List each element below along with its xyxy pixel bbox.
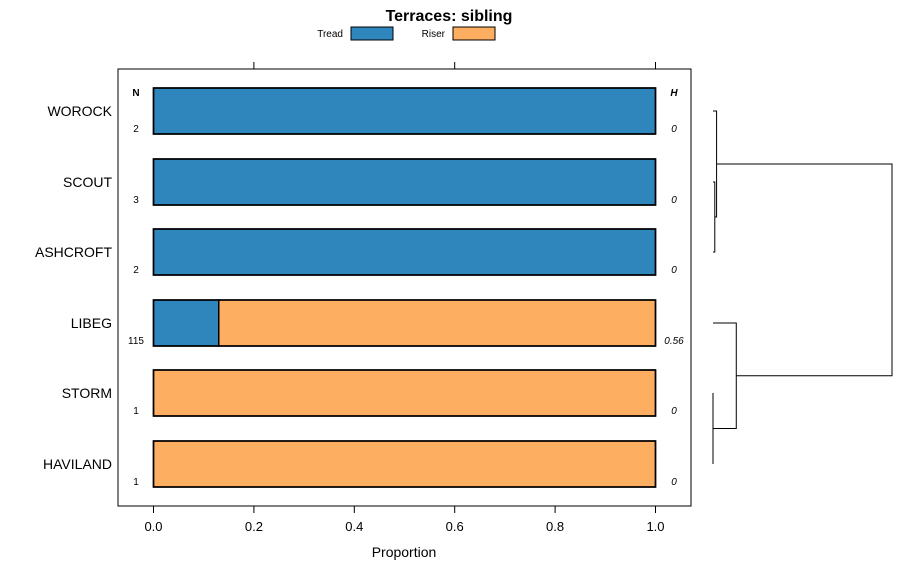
category-label-worock: WOROCK [47, 103, 112, 119]
dendrogram [712, 110, 893, 464]
bar-libeg-tread [152, 299, 220, 347]
dendrogram-link-3 [713, 322, 737, 429]
n-value-storm: 1 [133, 406, 139, 417]
plot-frame [117, 68, 692, 507]
category-label-libeg: LIBEG [71, 315, 112, 331]
x-tick-label-1: 0.2 [245, 519, 263, 534]
bar-haviland-riser [152, 440, 657, 488]
bar-outline-ashcroft [152, 228, 657, 276]
n-value-haviland: 1 [133, 477, 139, 488]
n-value-libeg: 115 [128, 336, 144, 347]
dendrogram-link-0 [713, 181, 716, 253]
bar-storm-riser [152, 369, 657, 417]
legend-swatch-tread [350, 26, 394, 41]
x-tick-label-4: 0.8 [546, 519, 564, 534]
bar-outline-scout [152, 158, 657, 206]
bar-worock-tread [152, 87, 657, 135]
legend-label-riser: Riser [422, 29, 446, 40]
h-value-ashcroft: 0 [671, 265, 677, 276]
labels-layer: WOROCK 2 0 SCOUT 3 0 ASHCROFT 2 0 LIBEG 115 0.56 STO… [35, 88, 684, 488]
dendrogram-link-4 [716, 163, 893, 377]
h-value-haviland: 0 [671, 477, 677, 488]
bar-outline-storm [152, 369, 657, 417]
category-label-haviland: HAVILAND [43, 456, 112, 472]
bar-outline-libeg [152, 299, 657, 347]
bar-scout-tread [152, 158, 657, 206]
h-header: H [670, 88, 678, 99]
n-header: N [132, 88, 139, 99]
legend-label-tread: Tread [317, 29, 343, 40]
chart-title: Terraces: sibling [386, 8, 513, 25]
x-tick-label-5: 1.0 [646, 519, 664, 534]
n-value-worock: 2 [133, 124, 139, 135]
x-axis-label: Proportion [372, 544, 437, 560]
h-value-storm: 0 [671, 406, 677, 417]
legend-swatch-riser [452, 26, 496, 41]
n-value-ashcroft: 2 [133, 265, 139, 276]
bar-outline-haviland [152, 440, 657, 488]
h-value-libeg: 0.56 [664, 336, 684, 347]
x-tick-label-2: 0.4 [345, 519, 363, 534]
axes-layer: 0.0 0.2 0.4 0.6 0.8 1.0 [144, 62, 665, 534]
category-label-scout: SCOUT [63, 174, 112, 190]
n-value-scout: 3 [133, 195, 139, 206]
bar-libeg-riser [218, 299, 657, 347]
x-tick-label-3: 0.6 [446, 519, 464, 534]
bar-outline-worock [152, 87, 657, 135]
bars-layer [152, 87, 657, 488]
category-label-storm: STORM [62, 385, 112, 401]
h-value-worock: 0 [671, 124, 677, 135]
category-label-ashcroft: ASHCROFT [35, 244, 112, 260]
legend: Tread Riser [317, 26, 496, 41]
h-value-scout: 0 [671, 195, 677, 206]
bar-ashcroft-tread [152, 228, 657, 276]
x-tick-label-0: 0.0 [144, 519, 162, 534]
